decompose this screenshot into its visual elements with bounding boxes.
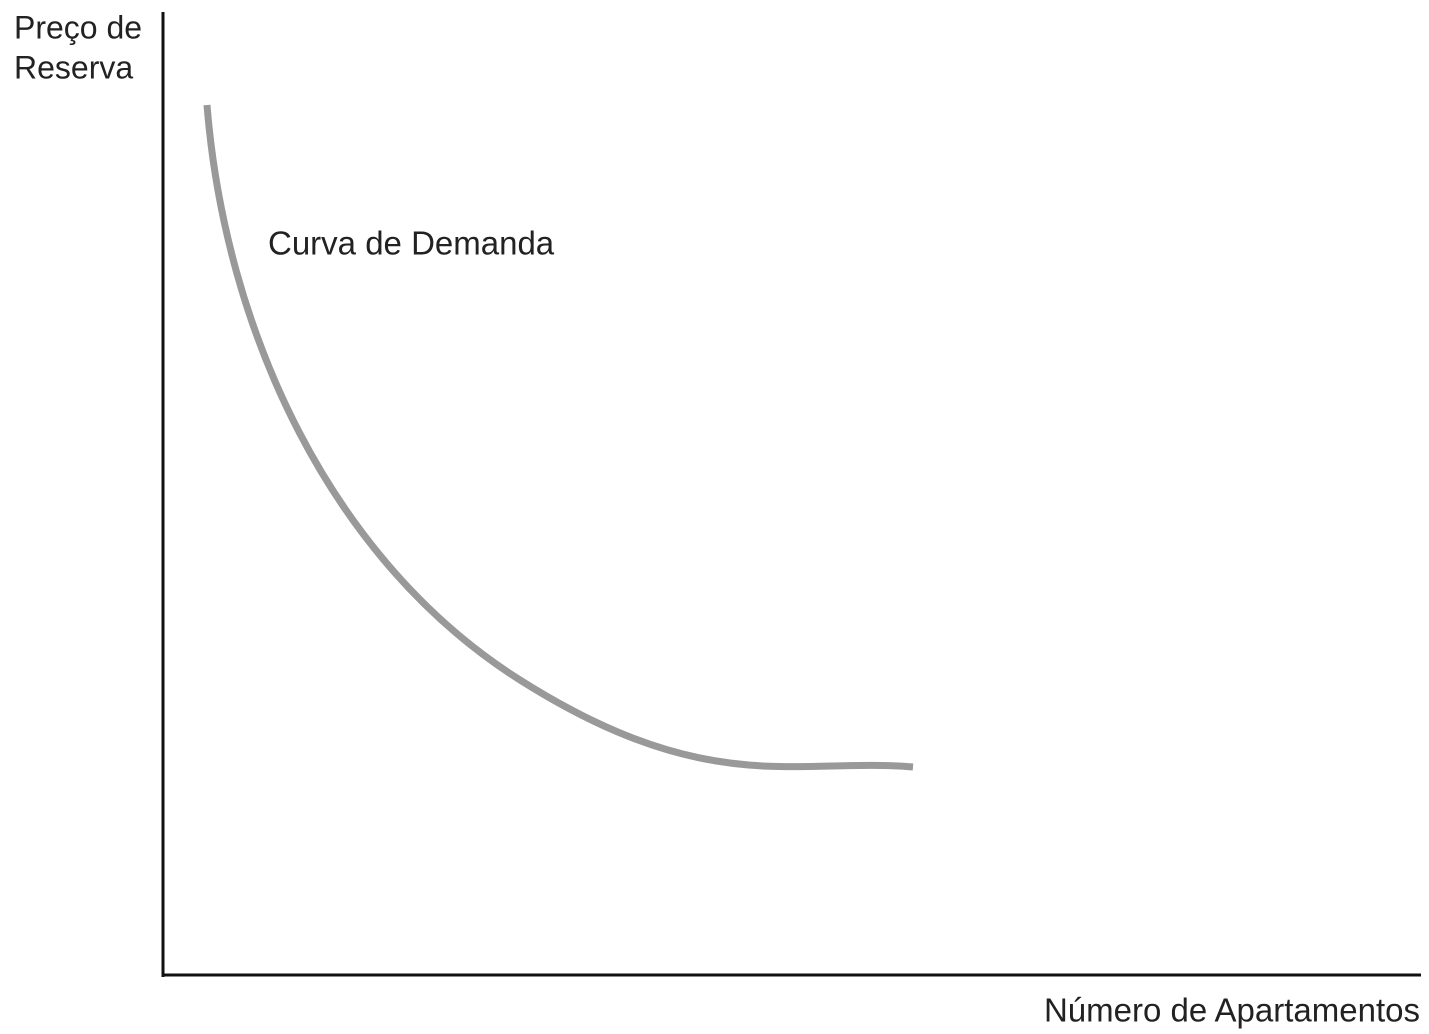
x-axis-label: Número de Apartamentos [1044,992,1420,1029]
y-axis-label: Reserva [14,49,133,85]
curve-label: Curva de Demanda [268,225,555,262]
y-axis-label: Preço de [14,9,142,45]
demand-curve [203,104,914,771]
